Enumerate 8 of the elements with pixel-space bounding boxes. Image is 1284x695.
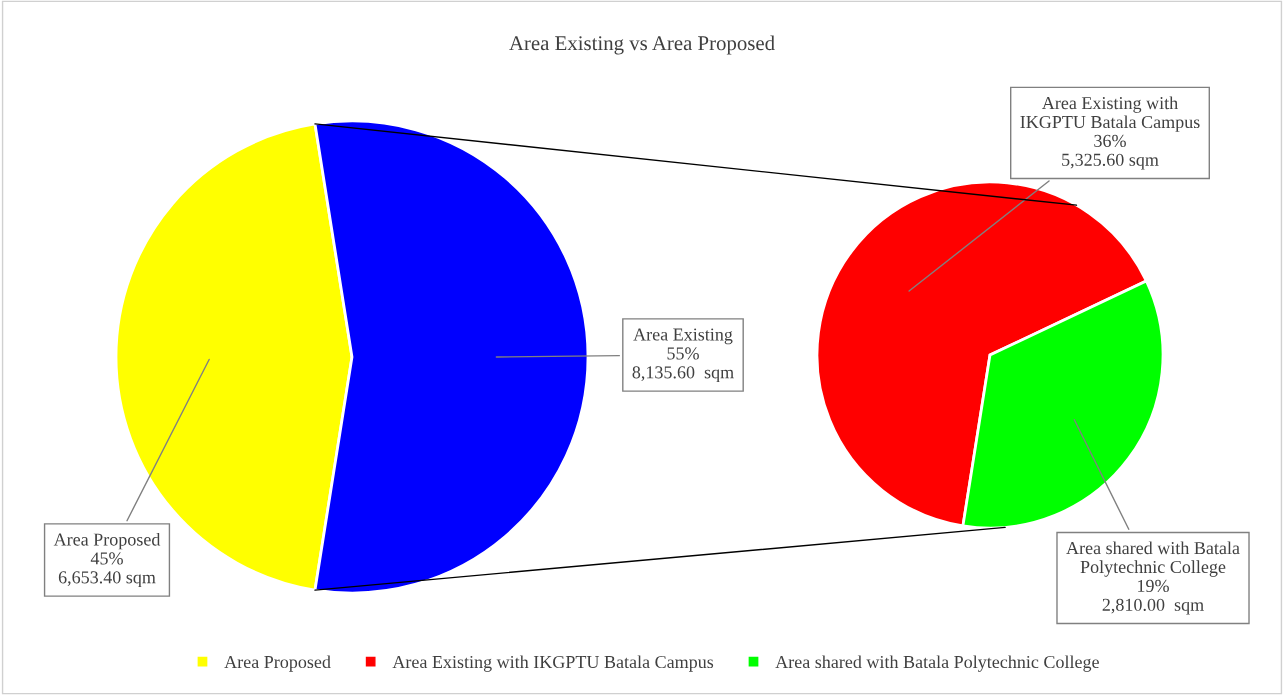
legend-label: Area Proposed — [224, 655, 331, 672]
legend-label: Area shared with Batala Polytechnic College — [775, 655, 1099, 672]
legend-label: Area Existing with IKGPTU Batala Campus — [392, 655, 714, 672]
data-label: Area Existing with IKGPTU Batala Campus 36% 5,325.60 sqm — [1020, 96, 1200, 170]
data-label: Area Proposed 45% 6,653.40 sqm — [53, 532, 161, 588]
chart-title: Area Existing vs Area Proposed — [509, 35, 775, 55]
data-label: Area Existing 55% 8,135.60 sqm — [632, 328, 734, 383]
data-label: Area shared with Batala Polytechnic College 19% 2,810.00 sqm — [1066, 541, 1240, 615]
